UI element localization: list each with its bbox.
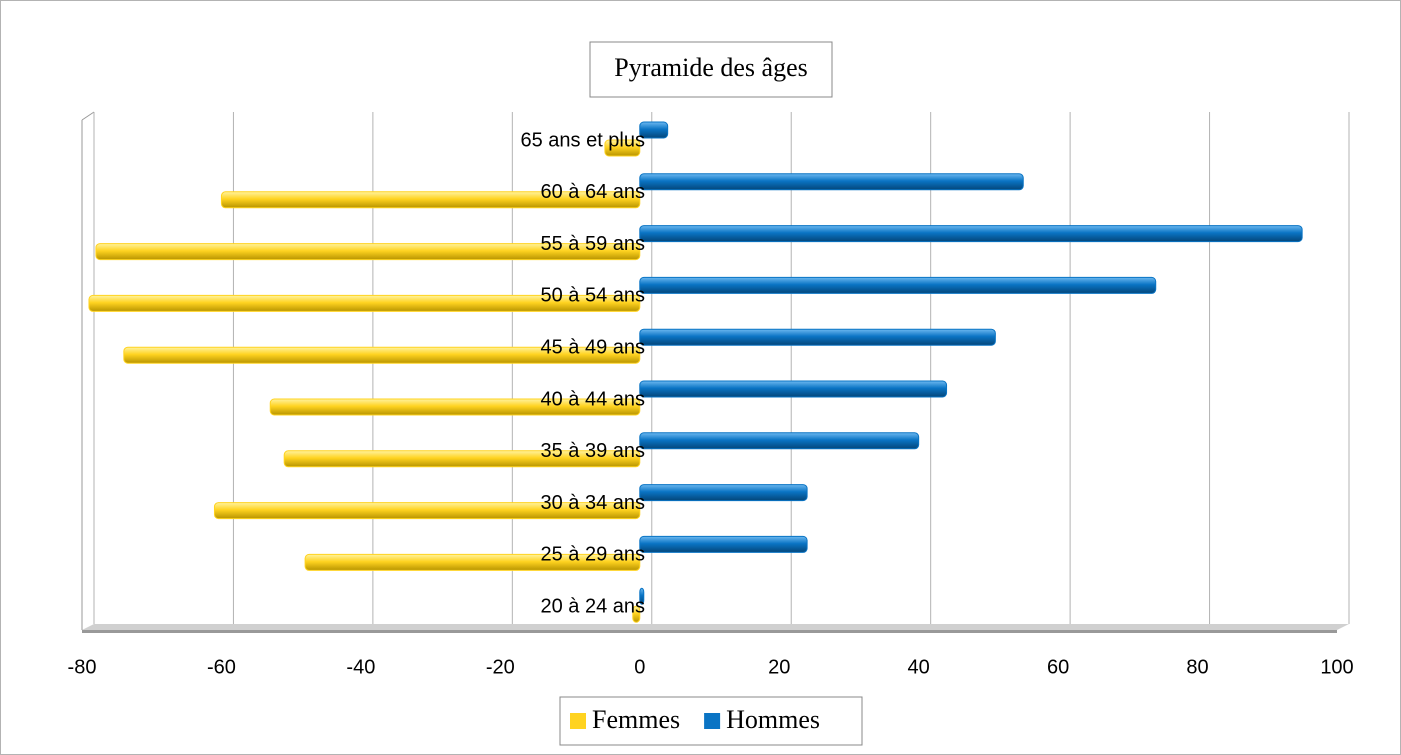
legend-label: Femmes: [592, 705, 680, 734]
bar: [639, 225, 1303, 243]
x-tick-label: 80: [1186, 656, 1208, 678]
bar: [639, 432, 920, 450]
bar: [639, 484, 808, 502]
bar: [604, 139, 641, 157]
bar: [304, 553, 641, 571]
x-tick-label: 60: [1047, 656, 1069, 678]
bar: [283, 450, 641, 468]
bar: [213, 502, 641, 520]
x-tick-label: -60: [207, 656, 236, 678]
bar: [639, 276, 1157, 294]
x-tick-label: -20: [486, 656, 515, 678]
bar: [220, 191, 641, 209]
legend-swatch: [570, 713, 586, 729]
x-tick-label: -80: [68, 656, 97, 678]
bar: [639, 587, 645, 605]
bar: [639, 328, 996, 346]
bar: [639, 121, 669, 139]
y-tick-label: 35 à 39 ans: [540, 440, 645, 462]
y-tick-label: 65 ans et plus: [520, 129, 645, 151]
bar: [639, 535, 808, 553]
y-tick-label: 25 à 29 ans: [540, 544, 645, 566]
x-tick-label: 100: [1320, 656, 1353, 678]
title-box: [589, 41, 833, 98]
y-tick-label: 55 à 59 ans: [540, 233, 645, 255]
x-tick-label: 40: [908, 656, 930, 678]
floor: [82, 624, 1349, 630]
bar: [639, 380, 948, 398]
y-tick-label: 45 à 49 ans: [540, 336, 645, 358]
x-tick-label: 20: [768, 656, 790, 678]
bar: [123, 346, 641, 364]
y-tick-label: 40 à 44 ans: [540, 388, 645, 410]
legend-label: Hommes: [726, 705, 820, 734]
bar: [88, 294, 641, 312]
bar: [269, 398, 641, 416]
bar: [639, 173, 1024, 191]
chart-title: Pyramide des âges: [614, 53, 808, 82]
legend-swatch: [704, 713, 721, 729]
y-tick-label: 60 à 64 ans: [540, 181, 645, 203]
y-tick-label: 30 à 34 ans: [540, 492, 645, 514]
bar: [95, 243, 641, 261]
y-tick-label: 20 à 24 ans: [540, 595, 645, 617]
y-tick-label: 50 à 54 ans: [540, 285, 645, 307]
x-tick-label: -40: [346, 656, 375, 678]
floor-edge: [82, 630, 1337, 633]
wall: [81, 111, 95, 121]
bar: [632, 605, 641, 623]
x-tick-label: 0: [634, 656, 645, 678]
